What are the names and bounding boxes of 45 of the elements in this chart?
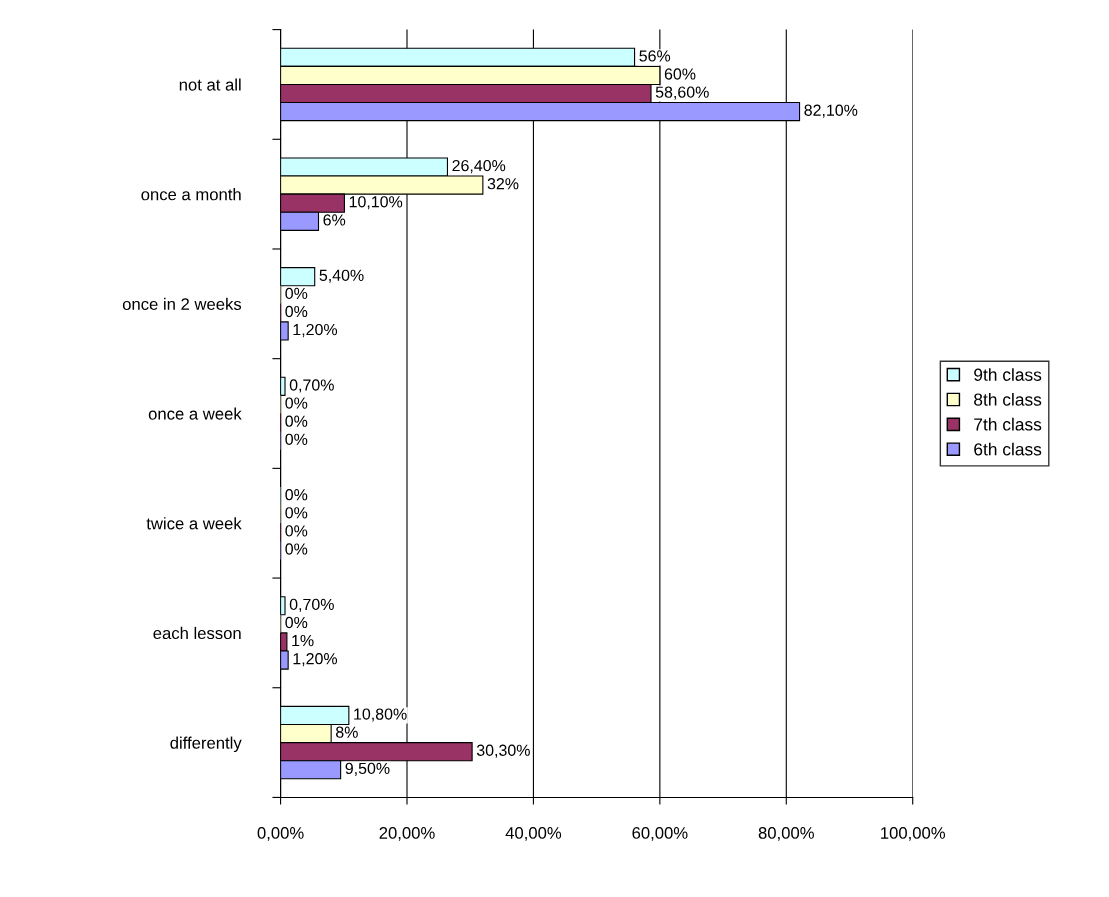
x-tick-label: 20,00%	[379, 827, 435, 841]
data-label: 0%	[285, 397, 308, 409]
x-tick-label: 0,00%	[257, 827, 304, 841]
data-label: 9,50%	[345, 762, 390, 776]
data-label: 0%	[285, 305, 308, 318]
x-tick-label: 40,00%	[505, 827, 562, 841]
legend-label: 6th class	[974, 442, 1042, 456]
data-label: 0%	[285, 543, 308, 555]
data-label: 32%	[487, 178, 519, 190]
data-label: 0%	[285, 415, 308, 427]
data-label: 26,40%	[452, 159, 506, 174]
data-label: 8%	[336, 726, 358, 738]
data-label: 1,20%	[293, 323, 338, 338]
data-label: 6%	[323, 214, 346, 226]
data-label: 56%	[639, 50, 671, 62]
x-tick-label: 60,00%	[632, 827, 688, 841]
data-label: 0%	[285, 433, 308, 445]
y-tick-label: not at all	[179, 78, 241, 91]
y-tick-label: once in 2 weeks	[122, 297, 242, 311]
data-label: 60%	[664, 68, 696, 80]
y-tick-label: once a week	[148, 407, 242, 420]
data-label: 0,70%	[289, 379, 334, 393]
data-label: 0%	[285, 616, 308, 629]
data-label: 1%	[292, 634, 314, 647]
data-label: 0%	[285, 525, 308, 537]
data-label: 0%	[285, 489, 308, 501]
data-label: 0,70%	[289, 598, 334, 612]
data-label: 30,30%	[476, 744, 530, 758]
y-tick-label: each lesson	[153, 626, 241, 640]
data-label: 0%	[285, 507, 308, 519]
data-label: 1,20%	[293, 653, 338, 667]
data-label: 58,60%	[655, 86, 709, 100]
x-tick-label: 80,00%	[758, 827, 814, 841]
legend-label: 8th class	[974, 392, 1042, 406]
y-tick-label: once a month	[141, 188, 241, 201]
x-tick-label: 100,00%	[881, 827, 946, 841]
y-tick-label: twice a week	[146, 517, 242, 530]
legend-label: 7th class	[974, 417, 1042, 431]
data-label: 10,80%	[354, 708, 407, 722]
data-label: 82,10%	[804, 104, 858, 118]
y-tick-label: differently	[170, 736, 242, 753]
legend-label: 9th class	[974, 368, 1042, 381]
data-label: 0%	[285, 287, 308, 300]
data-label: 5,40%	[319, 269, 364, 283]
data-label: 10,10%	[349, 196, 403, 210]
